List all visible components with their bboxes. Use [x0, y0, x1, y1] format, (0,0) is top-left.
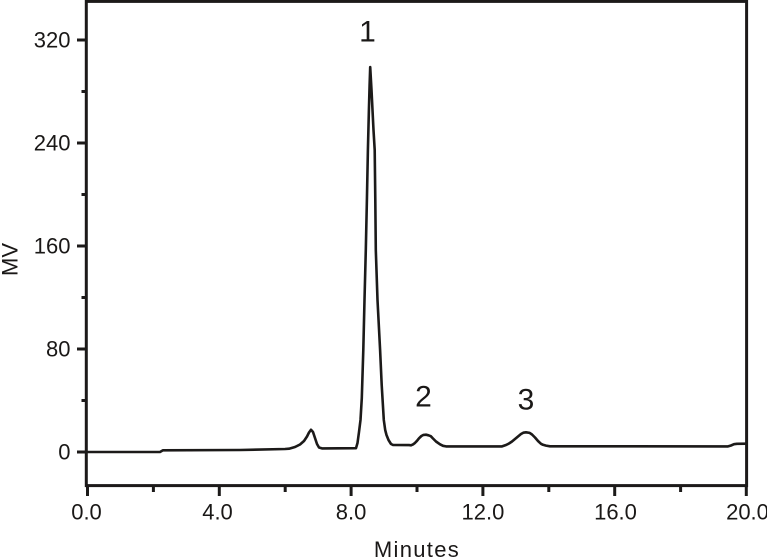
svg-text:240: 240	[34, 131, 71, 156]
svg-text:Minutes: Minutes	[374, 537, 460, 559]
svg-text:3: 3	[518, 384, 535, 417]
svg-text:0: 0	[58, 440, 70, 465]
svg-text:MV: MV	[0, 243, 23, 276]
svg-text:80: 80	[46, 337, 70, 362]
svg-text:16.0: 16.0	[594, 500, 637, 525]
svg-text:160: 160	[34, 234, 71, 259]
svg-text:320: 320	[34, 28, 71, 53]
svg-text:8.0: 8.0	[336, 500, 367, 525]
svg-text:12.0: 12.0	[461, 500, 504, 525]
svg-text:4.0: 4.0	[202, 500, 233, 525]
svg-text:1: 1	[359, 16, 376, 49]
svg-text:20.0: 20.0	[726, 500, 767, 525]
svg-text:0.0: 0.0	[71, 500, 102, 525]
svg-text:2: 2	[415, 381, 432, 414]
